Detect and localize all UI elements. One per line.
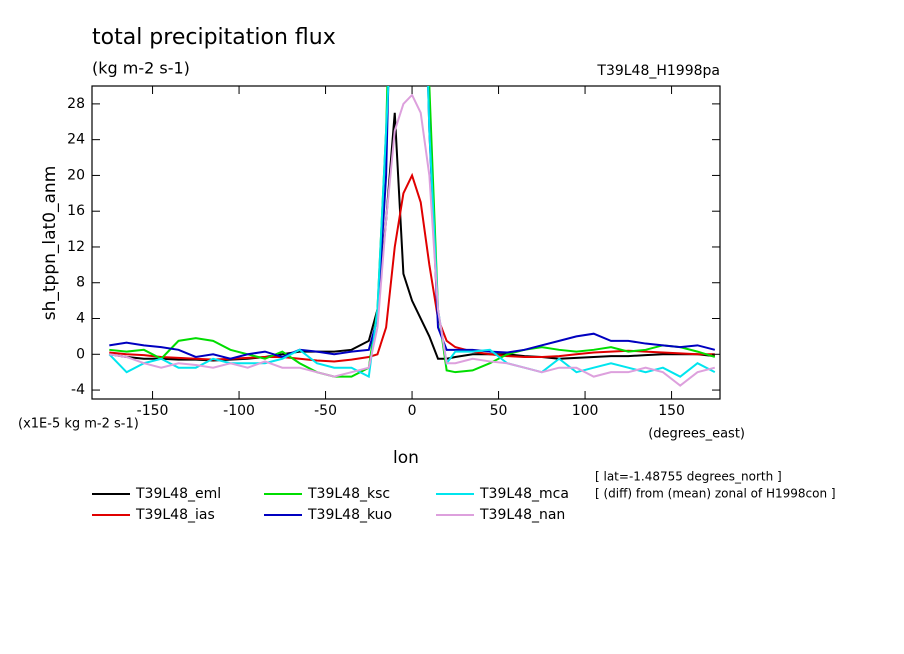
y-tick-label: 8: [76, 275, 85, 291]
y-tick-label: 0: [76, 346, 85, 362]
legend-label: T39L48_nan: [479, 507, 565, 523]
plot-frame: [91, 85, 721, 400]
legend-label: T39L48_ksc: [307, 486, 390, 502]
y-tick-label: 24: [67, 132, 85, 148]
legend-label: T39L48_kuo: [307, 507, 392, 523]
x-tick-label: 50: [490, 403, 508, 419]
chart-title: total precipitation flux: [92, 25, 336, 50]
x-tick-label: -100: [223, 403, 255, 419]
x-tick-label: 150: [658, 403, 685, 419]
y-units: (x1E-5 kg m-2 s-1): [18, 417, 139, 432]
data-line: [109, 86, 716, 360]
y-tick-label: 16: [67, 203, 85, 219]
data-line: [109, 86, 716, 378]
x-tick-label: -150: [137, 403, 169, 419]
legend-label: T39L48_ias: [135, 507, 215, 523]
data-line: [109, 172, 715, 363]
legend-label: T39L48_mca: [479, 486, 569, 502]
data-line: [108, 86, 716, 379]
x-tick-label: 100: [572, 403, 599, 419]
data-line: [109, 93, 716, 387]
y-tick-label: -4: [71, 382, 85, 398]
run-label: T39L48_H1998pa: [596, 63, 720, 79]
x-axis-label: lon: [393, 448, 419, 468]
y-tick-label: 20: [67, 167, 85, 183]
plot-area: [108, 86, 716, 387]
x-tick-label: -50: [314, 403, 337, 419]
x-tick-label: 0: [408, 403, 417, 419]
x-units: (degrees_east): [648, 427, 745, 442]
legend-label: T39L48_eml: [135, 486, 221, 502]
subtitle: (kg m-2 s-1): [92, 59, 190, 78]
y-tick-label: 4: [76, 311, 85, 327]
note: [ lat=-1.48755 degrees_north ]: [595, 470, 782, 484]
y-axis-label: sh_tppn_lat0_anm: [40, 166, 60, 321]
y-tick-label: 28: [67, 96, 85, 112]
note: [ (diff) from (mean) zonal of H1998con ]: [595, 487, 836, 501]
y-tick-label: 12: [67, 239, 85, 255]
